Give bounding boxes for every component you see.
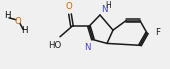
Text: N: N [101,5,107,14]
Text: HO: HO [48,41,62,50]
Text: F: F [155,28,160,37]
Text: H: H [21,26,27,35]
Text: H: H [105,1,111,10]
Text: O: O [15,17,21,26]
Text: O: O [66,2,72,11]
Text: H: H [4,11,10,20]
Text: N: N [84,43,91,52]
